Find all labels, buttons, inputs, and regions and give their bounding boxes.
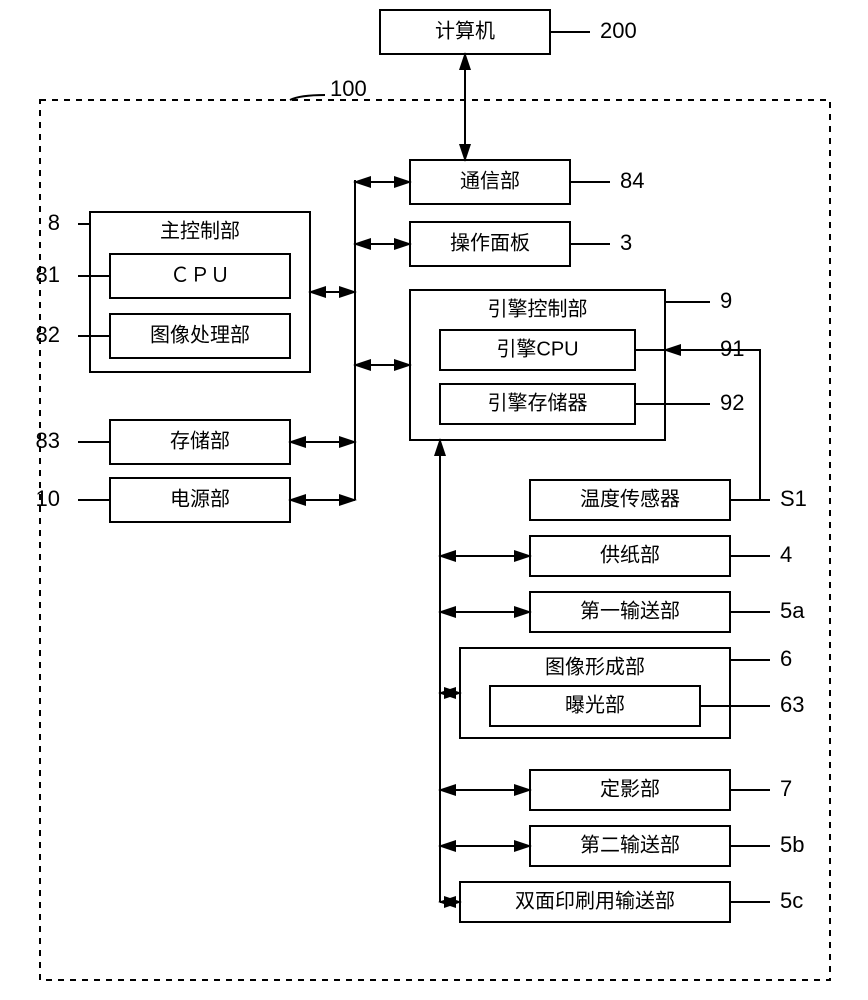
label-9: 9	[720, 288, 732, 313]
block-img-proc-text: 图像处理部	[150, 323, 250, 346]
block-main-ctrl-title: 主控制部	[160, 219, 240, 242]
block-conv1-text: 第一输送部	[580, 599, 680, 622]
block-panel-text: 操作面板	[450, 231, 530, 254]
block-expose-text: 曝光部	[565, 693, 625, 716]
block-img-form-title: 图像形成部	[545, 655, 645, 678]
block-engine-mem-text: 引擎存储器	[488, 391, 588, 414]
block-storage-text: 存储部	[170, 429, 230, 452]
block-engine-cpu-text: 引擎CPU	[496, 337, 578, 360]
label-feed: 4	[780, 542, 792, 567]
block-computer-text: 计算机	[435, 19, 495, 42]
label-duplex: 5c	[780, 888, 803, 913]
label-temp-sensor: S1	[780, 486, 807, 511]
label-3: 3	[620, 230, 632, 255]
block-temp-sensor-text: 温度传感器	[580, 487, 680, 510]
label-63: 63	[780, 692, 804, 717]
block-power-text: 电源部	[170, 487, 230, 510]
label-83: 83	[36, 428, 60, 453]
system-block-diagram: 100 计算机 200 通信部 84 操作面板 3 主控制部 8 ＣＰＵ 81 图像处理部 82 存储部 8…	[0, 0, 868, 1000]
label-81: 81	[36, 262, 60, 287]
label-conv1: 5a	[780, 598, 805, 623]
block-fuse-text: 定影部	[600, 777, 660, 800]
label-6: 6	[780, 646, 792, 671]
block-comm-text: 通信部	[460, 169, 520, 192]
block-feed-text: 供纸部	[600, 543, 660, 566]
label-84: 84	[620, 168, 644, 193]
label-91: 91	[720, 336, 744, 361]
label-92: 92	[720, 390, 744, 415]
block-conv2-text: 第二输送部	[580, 833, 680, 856]
block-duplex-text: 双面印刷用输送部	[515, 889, 675, 912]
label-conv2: 5b	[780, 832, 804, 857]
engine-temp-loop	[665, 350, 760, 500]
label-200: 200	[600, 18, 637, 43]
label-fuse: 7	[780, 776, 792, 801]
label-82: 82	[36, 322, 60, 347]
block-engine-ctrl-title: 引擎控制部	[488, 297, 588, 320]
label-100: 100	[330, 76, 367, 101]
label-10: 10	[36, 486, 60, 511]
block-cpu-text: ＣＰＵ	[170, 264, 230, 286]
label-8: 8	[48, 210, 60, 235]
